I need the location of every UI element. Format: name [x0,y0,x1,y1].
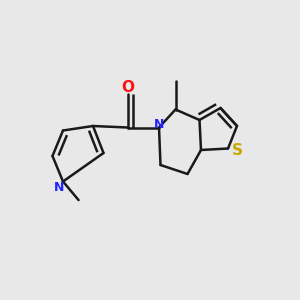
Text: O: O [121,80,134,95]
Text: N: N [54,181,64,194]
Text: S: S [232,143,243,158]
Text: N: N [154,118,164,131]
